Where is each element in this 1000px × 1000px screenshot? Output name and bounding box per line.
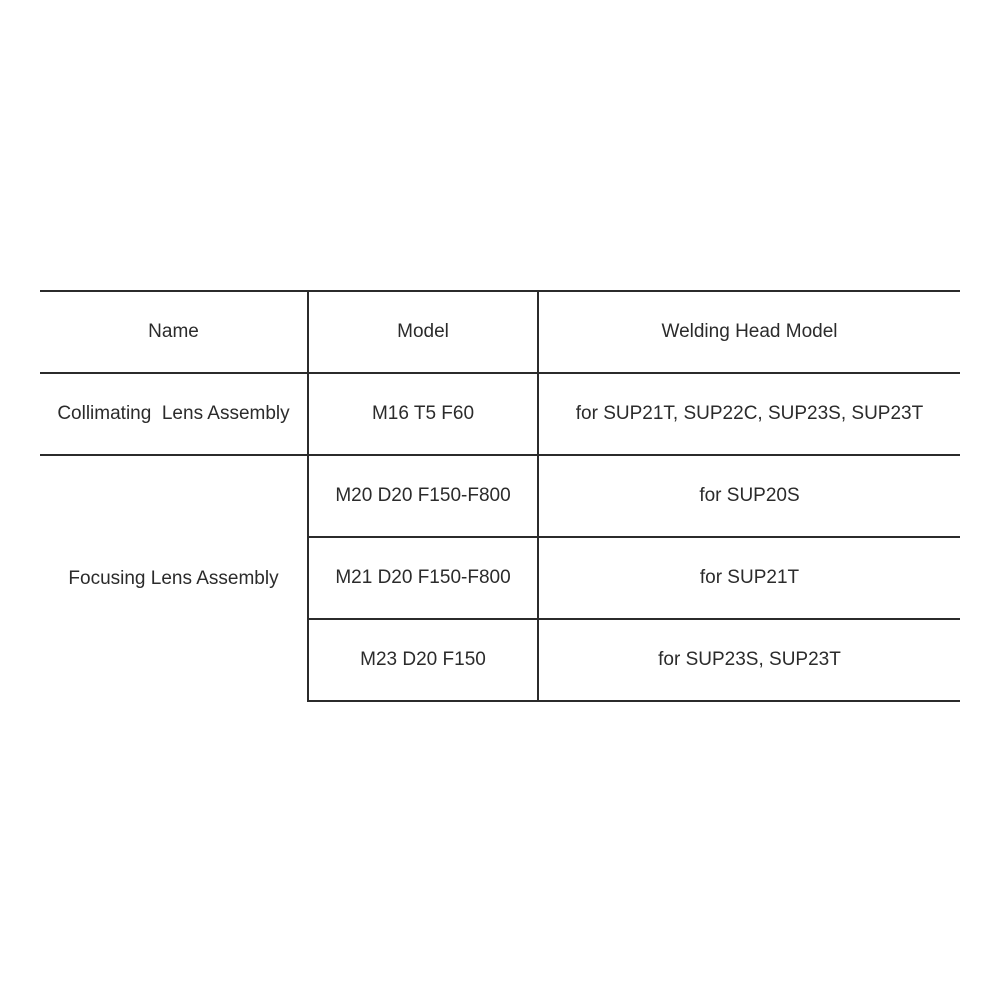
cell-model: M21 D20 F150-F800 (308, 537, 538, 619)
table-row: Focusing Lens Assembly M20 D20 F150-F800… (40, 455, 960, 537)
cell-name: Focusing Lens Assembly (40, 455, 308, 701)
cell-whm: for SUP20S (538, 455, 960, 537)
cell-model: M23 D20 F150 (308, 619, 538, 701)
cell-whm: for SUP21T, SUP22C, SUP23S, SUP23T (538, 373, 960, 455)
col-header-whm: Welding Head Model (538, 291, 960, 373)
table-row: Collimating Lens Assembly M16 T5 F60 for… (40, 373, 960, 455)
table-header-row: Name Model Welding Head Model (40, 291, 960, 373)
cell-whm: for SUP23S, SUP23T (538, 619, 960, 701)
col-header-name: Name (40, 291, 308, 373)
lens-table: Name Model Welding Head Model Collimatin… (40, 290, 960, 702)
cell-model: M16 T5 F60 (308, 373, 538, 455)
cell-model: M20 D20 F150-F800 (308, 455, 538, 537)
page: Name Model Welding Head Model Collimatin… (0, 0, 1000, 1000)
col-header-model: Model (308, 291, 538, 373)
cell-name: Collimating Lens Assembly (40, 373, 308, 455)
cell-whm: for SUP21T (538, 537, 960, 619)
